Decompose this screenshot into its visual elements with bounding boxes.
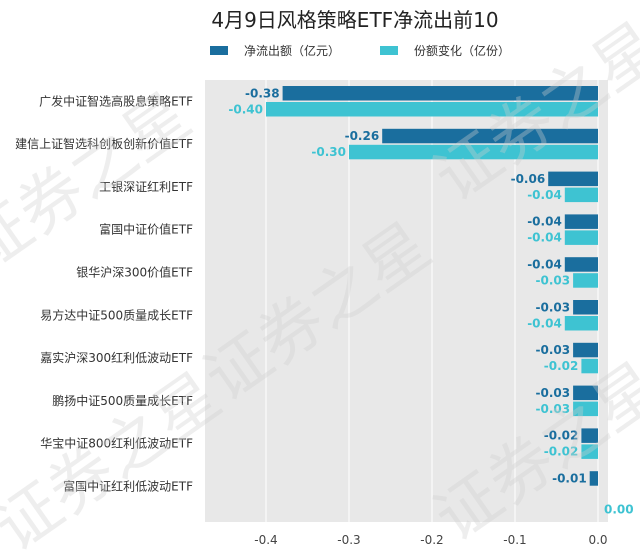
- legend-label: 净流出额（亿元）: [244, 43, 340, 58]
- category-label: 工银深证红利ETF: [99, 179, 193, 194]
- value-label: -0.06: [511, 172, 546, 186]
- value-label: -0.04: [527, 215, 562, 229]
- bar-net-outflow: [573, 342, 598, 358]
- x-tick-labels: -0.4 -0.3 -0.2 -0.1 0.0: [254, 533, 607, 547]
- bar-net-outflow: [589, 471, 598, 486]
- bar-net-outflow: [573, 300, 598, 315]
- legend-swatch: [210, 46, 228, 55]
- legend-label: 份额变化（亿份）: [414, 43, 510, 58]
- value-label: -0.03: [536, 386, 571, 400]
- bars: [266, 86, 598, 486]
- category-label: 广发中证智选高股息策略ETF: [39, 93, 193, 108]
- bar-share-change: [581, 444, 598, 459]
- chart-title: 4月9日风格策略ETF净流出前10: [211, 8, 498, 32]
- category-label: 嘉实沪深300红利低波动ETF: [40, 350, 193, 365]
- legend: 净流出额（亿元） 份额变化（亿份）: [210, 43, 510, 58]
- category-label: 富国中证红利低波动ETF: [63, 478, 193, 493]
- x-tick-label: -0.3: [337, 533, 360, 547]
- value-label: 0.00: [604, 503, 634, 517]
- bar-share-change: [581, 358, 598, 374]
- bar-share-change: [564, 187, 598, 203]
- value-label: -0.30: [311, 145, 346, 159]
- bar-share-change: [564, 316, 598, 331]
- bar-share-change: [349, 144, 598, 160]
- bar-net-outflow: [282, 86, 598, 101]
- value-label: -0.03: [536, 300, 571, 314]
- bar-share-change: [573, 273, 598, 288]
- value-label: -0.01: [552, 471, 587, 485]
- value-label: -0.40: [228, 102, 263, 116]
- value-label: -0.02: [544, 445, 579, 459]
- value-labels: -0.38 -0.40 -0.26 -0.30 -0.06 -0.04 -0.04 -0.04…: [228, 86, 633, 516]
- legend-swatch: [380, 46, 398, 55]
- bar-share-change: [266, 102, 598, 117]
- value-label: -0.04: [527, 188, 562, 202]
- value-label: -0.02: [544, 359, 579, 373]
- value-label: -0.03: [536, 402, 571, 416]
- category-label: 建信上证智选科创板创新价值ETF: [15, 136, 193, 151]
- value-label: -0.04: [527, 257, 562, 271]
- category-label: 富国中证价值ETF: [99, 222, 193, 237]
- bar-net-outflow: [581, 428, 598, 443]
- x-tick-label: -0.1: [503, 533, 526, 547]
- category-label: 银华沪深300价值ETF: [76, 264, 193, 279]
- watermark-text: 证券之星: [0, 359, 234, 555]
- bar-net-outflow: [564, 257, 598, 272]
- category-label: 华宝中证800红利低波动ETF: [40, 436, 193, 451]
- x-tick-label: -0.2: [420, 533, 443, 547]
- value-label: -0.26: [345, 129, 380, 143]
- x-tick-label: -0.4: [254, 533, 277, 547]
- bar-share-change: [573, 401, 598, 417]
- value-label: -0.02: [544, 429, 579, 443]
- value-label: -0.38: [245, 86, 280, 100]
- bar-net-outflow: [548, 171, 598, 187]
- category-label: 易方达中证500质量成长ETF: [40, 307, 193, 322]
- bar-net-outflow: [564, 214, 598, 229]
- value-label: -0.04: [527, 316, 562, 330]
- category-labels: 广发中证智选高股息策略ETF 建信上证智选科创板创新价值ETF 工银深证红利ETF 富…: [15, 93, 193, 493]
- bar-share-change: [564, 230, 598, 245]
- value-label: -0.03: [536, 273, 571, 287]
- x-tick-label: 0.0: [588, 533, 607, 547]
- value-label: -0.04: [527, 231, 562, 245]
- bar-net-outflow: [573, 385, 598, 401]
- bar-net-outflow: [382, 128, 598, 144]
- category-label: 鹏扬中证500质量成长ETF: [52, 393, 193, 408]
- value-label: -0.03: [536, 343, 571, 357]
